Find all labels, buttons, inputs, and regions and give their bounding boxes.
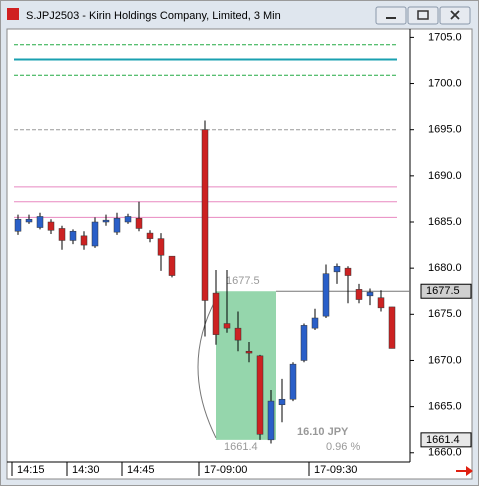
candle-body	[289, 363, 297, 400]
candle-body	[212, 292, 220, 335]
price-tag-label: 1661.4	[426, 434, 460, 446]
candle-body	[366, 291, 374, 297]
candle-body	[168, 255, 176, 276]
price-tag	[420, 432, 472, 448]
y-tick-label: 1675.0	[428, 308, 462, 320]
candle-body	[113, 218, 121, 233]
y-tick-label: 1690.0	[428, 170, 462, 182]
candle-body	[14, 218, 22, 232]
measure-arc	[197, 298, 217, 439]
candle-body	[25, 218, 33, 223]
price-tag-label: 1677.5	[426, 285, 460, 297]
candle-body	[322, 273, 330, 317]
measure-change: 16.10 JPY	[297, 426, 349, 438]
candle-body	[311, 317, 319, 329]
y-tick-label: 1685.0	[428, 216, 462, 228]
x-tick-label: 14:30	[72, 464, 100, 476]
measure-percent: 0.96 %	[326, 441, 360, 453]
candle-body	[146, 232, 154, 239]
candle-body	[223, 323, 231, 329]
y-tick-label: 1670.0	[428, 354, 462, 366]
y-tick-label: 1680.0	[428, 262, 462, 274]
candle-body	[278, 398, 286, 406]
y-tick-label: 1700.0	[428, 77, 462, 89]
candle-body	[58, 228, 66, 241]
y-tick-label: 1705.0	[428, 31, 462, 43]
candle-body	[377, 297, 385, 309]
candle-body	[135, 218, 143, 229]
close-icon	[450, 10, 460, 20]
maximize-button[interactable]	[407, 6, 439, 25]
x-tick-label: 14:45	[127, 464, 155, 476]
candle-body	[47, 221, 55, 231]
candle-body	[91, 221, 99, 247]
candle-body	[344, 267, 352, 276]
chart-title: S.JPJ2503 - Kirin Holdings Company, Limi…	[26, 10, 281, 22]
y-tick-label: 1660.0	[428, 447, 462, 459]
scroll-arrow[interactable]	[456, 466, 473, 476]
maximize-icon	[417, 10, 429, 20]
y-tick-label: 1665.0	[428, 401, 462, 413]
candle-body	[124, 216, 132, 223]
app-icon	[7, 8, 19, 20]
candle-body	[157, 238, 165, 256]
candle-body	[80, 235, 88, 246]
candle-body	[201, 129, 209, 301]
minimize-button[interactable]	[375, 6, 407, 25]
y-tick-label: 1695.0	[428, 124, 462, 136]
window-buttons[interactable]	[375, 6, 471, 25]
candle-body	[300, 325, 308, 361]
candle-body	[333, 266, 341, 273]
measure-box	[216, 291, 276, 440]
candle-body	[245, 350, 253, 354]
price-tag	[420, 283, 472, 299]
candle-body	[234, 327, 242, 341]
candle-body	[36, 216, 44, 228]
x-tick-label: 17-09:00	[204, 464, 247, 476]
x-tick-label: 14:15	[17, 464, 45, 476]
measure-top-label: 1677.5	[226, 275, 260, 287]
x-tick-label: 17-09:30	[314, 464, 357, 476]
measure-bottom-label: 1661.4	[224, 441, 258, 453]
candle-body	[102, 219, 110, 223]
candle-body	[69, 230, 77, 241]
candle-body	[355, 289, 363, 300]
candle-body	[388, 306, 396, 349]
candle-body	[267, 400, 275, 441]
candle-body	[256, 355, 264, 435]
